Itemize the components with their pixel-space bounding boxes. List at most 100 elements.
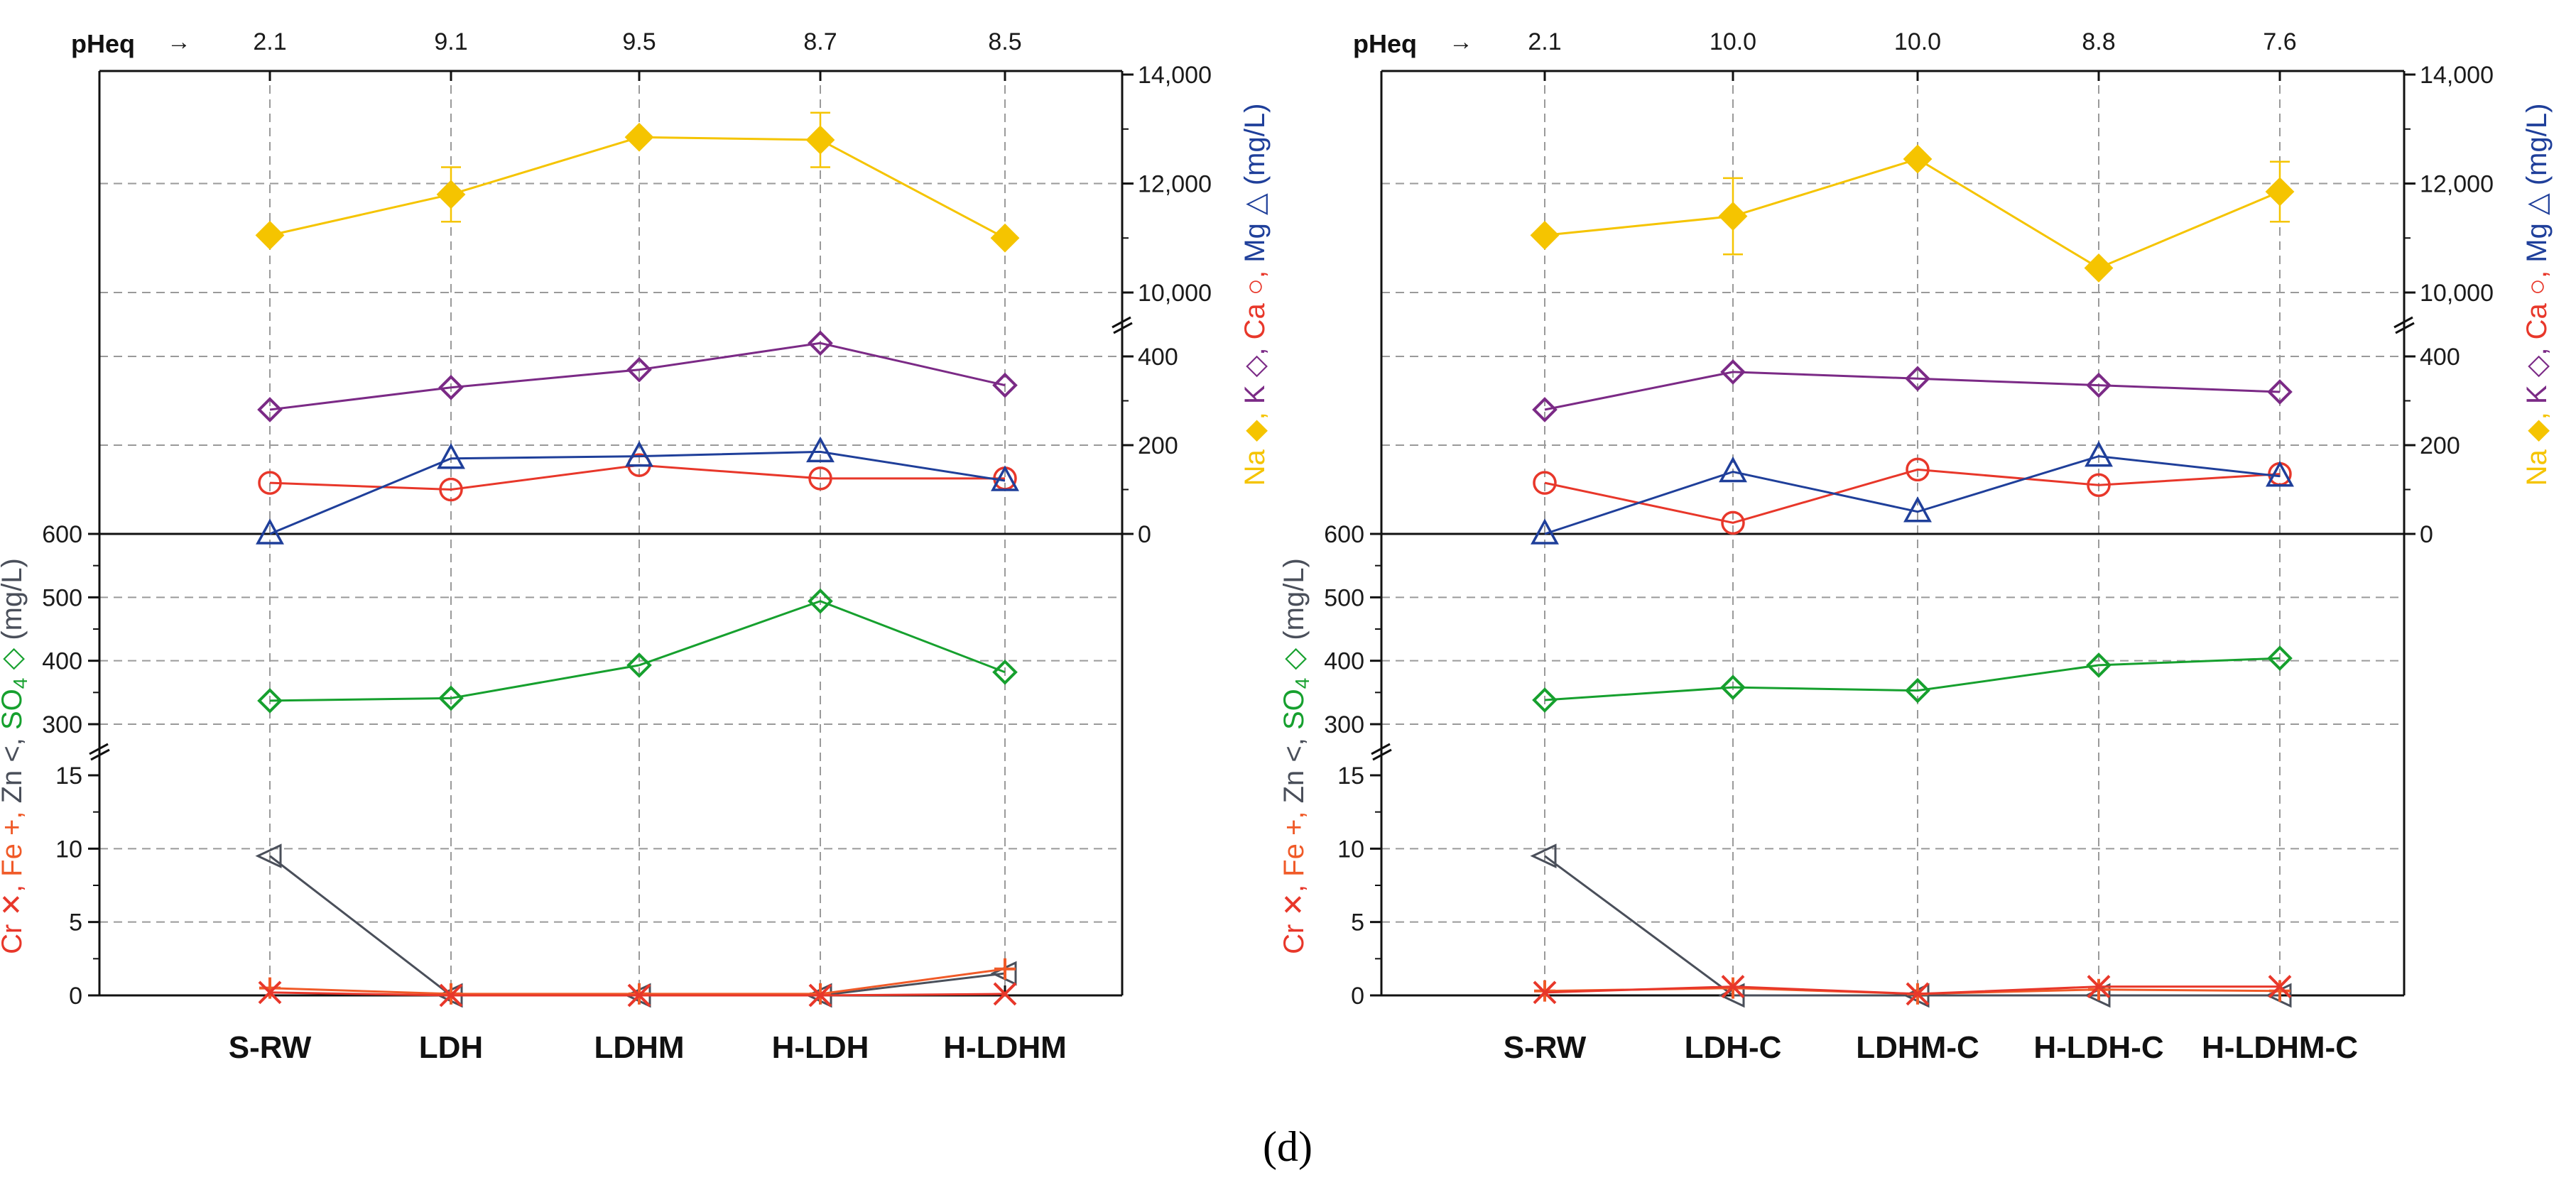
panel1-series-Ca-point-1 bbox=[1721, 510, 1745, 535]
panel0-left-axis-title-part-12: (mg/L) bbox=[0, 558, 28, 648]
panel1-right-ticklabel-high-2: 14,000 bbox=[2420, 62, 2494, 89]
panel0-left-axis-title-part-5: , bbox=[0, 803, 28, 819]
panel0-series-Cr-point-3 bbox=[808, 983, 832, 1007]
panel1-series-Ca bbox=[1533, 457, 2292, 535]
panel0-right-axis-break bbox=[1112, 316, 1133, 334]
panel1-left-ticklabel-high-2: 500 bbox=[1324, 584, 1364, 611]
chart-panel-left: pHeq → 2.1 9.1 9.5 8.7 8.5 S-RW LDH LDHM H-LDH H-LD… bbox=[0, 28, 1271, 1065]
panel1-series-K-point-3 bbox=[2086, 372, 2112, 398]
panel0-series-Zn-line bbox=[269, 855, 1006, 997]
panel0-series-Na-point-0 bbox=[255, 220, 285, 250]
panel0-left-axis-title-part-4: + bbox=[0, 819, 28, 836]
panel0-series-Fe-point-4 bbox=[994, 958, 1016, 980]
panel0-series-Cr-point-1 bbox=[439, 983, 463, 1007]
panel1-series-Cr-point-4 bbox=[2268, 975, 2292, 999]
panel0-right-axis-title: Na ◆, K ◇, Ca ○, Mg △ (mg/L) bbox=[1239, 104, 1271, 486]
panel1-right-axis-break bbox=[2393, 316, 2415, 334]
panel1-series-Ca-point-2 bbox=[1906, 457, 1930, 482]
panel1-left-ticklabel-low-1: 5 bbox=[1351, 909, 1364, 936]
chart-panel-right: pHeq → 2.1 10.0 10.0 8.8 7.6 S-RW LDH-C LDHM-C H-L… bbox=[1278, 28, 2553, 1065]
panel1-category-2: LDHM-C bbox=[1856, 1030, 1979, 1065]
panel1-series-Cr-point-2 bbox=[1906, 982, 1930, 1006]
panel1-right-axis-title-part-5: , bbox=[2521, 339, 2553, 355]
panel0-series-Ca-point-3 bbox=[808, 466, 832, 491]
panel0-left-ticklabel-low-3: 15 bbox=[55, 763, 82, 790]
panel1-right-axis-title-part-9: Mg bbox=[2521, 215, 2553, 263]
figure-caption: (d) bbox=[1263, 1123, 1313, 1170]
panel0-left-axis-title-part-6: Zn bbox=[0, 763, 28, 804]
panel1-right-axis-title-part-4: ◇ bbox=[2521, 355, 2553, 377]
panel1-left-axis-title: Cr ✕, Fe +, Zn <, SO4 ◇ (mg/L) bbox=[1278, 558, 1313, 954]
panel1-right-axis-title-part-3: K bbox=[2521, 377, 2553, 404]
panel0-right-ticklabel-high-2: 14,000 bbox=[1138, 62, 1212, 89]
panel0-category-1: LDH bbox=[419, 1030, 483, 1065]
panel0-right-ticklabel-low-1: 200 bbox=[1138, 432, 1178, 459]
panel0-series-SO4-point-1 bbox=[438, 685, 464, 711]
panel0-series-SO4-line bbox=[269, 600, 1006, 702]
panel1-series-SO4-line bbox=[1544, 657, 2281, 701]
panel0-left-ticklabel-high-3: 600 bbox=[42, 521, 82, 548]
panel0-series-Mg bbox=[256, 436, 1019, 545]
panel1-left-axis-title-part-10: 4 bbox=[1291, 678, 1313, 689]
panel0-right-axis-title-part-11: (mg/L) bbox=[1239, 104, 1271, 194]
panel0-left-ticklabel-high-1: 400 bbox=[42, 648, 82, 675]
panel0-series-Mg-point-3 bbox=[806, 436, 835, 463]
panel1-left-axis-title-part-12: (mg/L) bbox=[1278, 558, 1310, 648]
panel0-left-axis-title-part-8: , bbox=[0, 730, 28, 745]
panel1-series-Mg-point-1 bbox=[1719, 456, 1747, 483]
panel1-series-Na-point-1 bbox=[1718, 202, 1748, 231]
panel0-series-K-point-3 bbox=[808, 330, 833, 356]
panel1-series-K-line bbox=[1544, 371, 2281, 411]
panel1-category-1: LDH-C bbox=[1685, 1030, 1782, 1065]
panel1-series-Na bbox=[1530, 144, 2295, 283]
panel0-right-axis-title-part-1: ◆ bbox=[1239, 420, 1271, 442]
panel1-ph-value-1: 10.0 bbox=[1710, 28, 1756, 55]
panel0-series-Ca-point-0 bbox=[258, 471, 282, 495]
panel0-right-axis-title-part-10: △ bbox=[1239, 193, 1271, 215]
panel0-left-ticklabel-low-1: 5 bbox=[69, 909, 82, 936]
panel0-left-axis-title-part-9: SO bbox=[0, 689, 28, 730]
panel1-ph-value-0: 2.1 bbox=[1528, 28, 1561, 55]
panel0-series-K-point-2 bbox=[626, 356, 652, 383]
panel0-right-axis-title-part-8: , bbox=[1239, 263, 1271, 278]
panel0-series-K-point-0 bbox=[257, 397, 283, 422]
panel1-series-Mg-point-2 bbox=[1903, 496, 1932, 523]
panel1-series-K-point-0 bbox=[1532, 397, 1558, 422]
panel0-series-Mg-point-1 bbox=[437, 443, 465, 469]
panel0-left-ticklabel-high-0: 300 bbox=[42, 711, 82, 738]
panel0-right-axis-title-part-7: ○ bbox=[1239, 278, 1271, 295]
panel0-right-axis-title-part-6: Ca bbox=[1239, 295, 1271, 339]
panel1-left-axis-title-part-11: ◇ bbox=[1278, 648, 1310, 678]
panel0-ph-value-3: 8.7 bbox=[803, 28, 837, 55]
panel1-left-axis-title-part-4: + bbox=[1278, 819, 1310, 836]
panel0-series-Cr bbox=[258, 980, 1017, 1007]
panel0-left-ticklabel-low-2: 10 bbox=[55, 836, 82, 863]
panel1-series-Cr-point-1 bbox=[1721, 975, 1745, 999]
panel1-series-SO4 bbox=[1532, 645, 2293, 713]
panel1-series-K-point-1 bbox=[1720, 359, 1746, 385]
panel0-series-Na-point-2 bbox=[624, 122, 654, 152]
panel0-series-K bbox=[257, 330, 1018, 422]
panel0-right-axis-title-part-4: ◇ bbox=[1239, 355, 1271, 377]
panel1-series-SO4-point-2 bbox=[1905, 677, 1930, 704]
panel1-series-Fe-point-3 bbox=[2088, 978, 2109, 1000]
panel1-series-Na-point-4 bbox=[2265, 177, 2295, 207]
panel0-series-Ca-line bbox=[269, 464, 1005, 491]
panel1-right-ticklabel-high-0: 10,000 bbox=[2420, 280, 2494, 307]
panel1-category-0: S-RW bbox=[1504, 1030, 1587, 1065]
panel1-series-Mg bbox=[1531, 440, 2294, 545]
panel1-series-Na-line bbox=[1544, 158, 2281, 270]
panel0-category-0: S-RW bbox=[229, 1030, 312, 1065]
panel0-category-4: H-LDHM bbox=[943, 1030, 1067, 1065]
panel0-right-axis-title-part-5: , bbox=[1239, 339, 1271, 355]
panel0-series-Cr-point-2 bbox=[627, 983, 651, 1007]
panel1-right-axis-title: Na ◆, K ◇, Ca ○, Mg △ (mg/L) bbox=[2521, 104, 2553, 486]
panel1-series-Cr-point-0 bbox=[1533, 980, 1557, 1005]
panel1-series-K-point-2 bbox=[1905, 366, 1930, 392]
panel1-left-axis-title-part-3: Fe bbox=[1278, 836, 1310, 877]
panel0-ph-value-4: 8.5 bbox=[988, 28, 1021, 55]
panel1-ph-value-3: 8.8 bbox=[2082, 28, 2115, 55]
panel1-series-Zn-line bbox=[1544, 855, 2280, 997]
panel1-series-Zn bbox=[1530, 843, 2292, 1008]
